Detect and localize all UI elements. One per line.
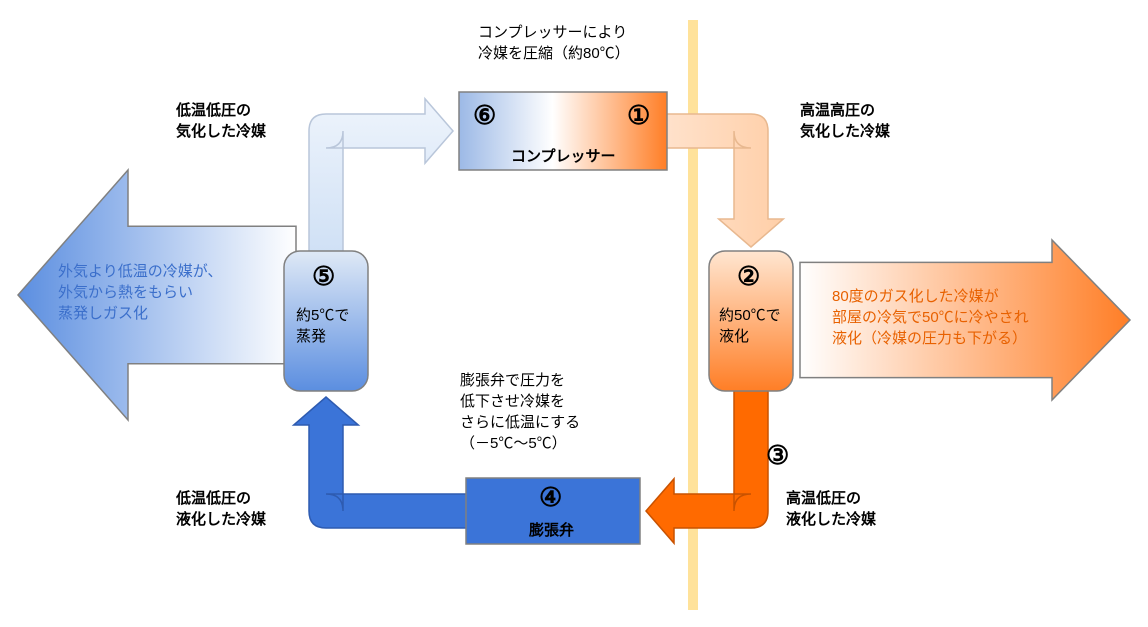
expansion-num-4: ④: [539, 482, 562, 513]
evaporator-num-5: ⑤: [312, 261, 335, 292]
condenser-text: 約50℃で 液化: [719, 305, 781, 347]
expansion-label: 膨張弁: [529, 520, 574, 541]
caption-6: 低温低圧の 気化した冷媒: [176, 100, 266, 142]
compressor-num-6: ⑥: [473, 100, 496, 131]
compressor-num-1: ①: [627, 100, 650, 131]
caption-3: 高温低圧の 液化した冷媒: [786, 488, 876, 530]
condenser-num-2: ②: [737, 261, 760, 292]
num-3: ③: [766, 440, 789, 471]
big-arrow-right-text: 80度のガス化した冷媒が 部屋の冷気で50℃に冷やされ 液化（冷媒の圧力も下がる…: [832, 286, 1029, 349]
caption-compressor: コンプレッサーにより 冷媒を圧縮（約80℃）: [478, 22, 630, 64]
pipe-4-to-evaporator: [294, 397, 470, 528]
caption-4: 低温低圧の 液化した冷媒: [176, 488, 266, 530]
pipe-1-to-condenser: [663, 114, 783, 247]
caption-expansion: 膨張弁で圧力を 低下させ冷媒を さらに低温にする （－5℃～5℃）: [460, 370, 580, 454]
big-arrow-left-text: 外気より低温の冷媒が、 外気から熱をもらい 蒸発しガス化: [58, 261, 222, 324]
evaporator-text: 約5℃で 蒸発: [296, 305, 349, 347]
caption-1: 高温高圧の 気化した冷媒: [800, 100, 890, 142]
compressor-label: コンプレッサー: [511, 146, 616, 167]
pipe-6-to-compressor: [309, 99, 453, 257]
pipe-3-to-expansion: [646, 385, 768, 543]
